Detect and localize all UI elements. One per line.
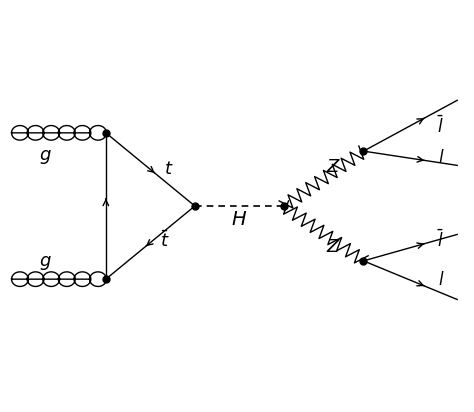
- Text: $\bar{t}$: $\bar{t}$: [160, 230, 169, 251]
- Text: $Z$: $Z$: [326, 238, 340, 255]
- Text: $g$: $g$: [38, 148, 51, 166]
- Text: $l$: $l$: [438, 149, 444, 167]
- Text: $\bar{l}$: $\bar{l}$: [437, 230, 444, 251]
- Text: $H$: $H$: [231, 210, 247, 229]
- Text: $\bar{l}$: $\bar{l}$: [437, 116, 444, 138]
- Text: $t$: $t$: [164, 159, 174, 178]
- Text: $Z$: $Z$: [326, 158, 340, 176]
- Text: $g$: $g$: [38, 254, 51, 272]
- Text: $l$: $l$: [438, 271, 444, 289]
